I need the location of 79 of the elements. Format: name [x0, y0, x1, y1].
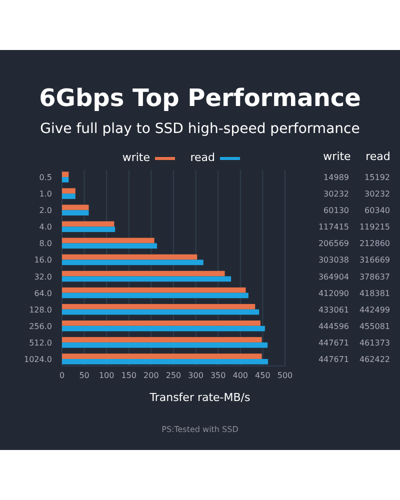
legend-label: read: [190, 151, 215, 164]
bar: [62, 226, 116, 232]
x-tick-label: 500: [277, 371, 293, 380]
bar: [62, 320, 260, 326]
text: 14989: [324, 173, 349, 182]
x-tick-label: 450: [255, 371, 270, 380]
text: 206569: [318, 239, 349, 248]
chart-subtitle: Give full play to SSD high-speed performance: [40, 121, 360, 137]
y-tick-label: 0.5: [39, 173, 52, 182]
x-tick-label: 350: [210, 371, 226, 380]
text: 447671: [318, 354, 349, 364]
y-tick-label: 1024.0: [24, 354, 52, 364]
bar: [62, 204, 89, 210]
bar: [62, 210, 89, 216]
legend-label: write: [122, 151, 150, 164]
bar: [62, 337, 262, 342]
bar: [62, 194, 76, 199]
bar: [62, 309, 260, 315]
bar: [62, 260, 204, 266]
text: 455081: [359, 322, 390, 331]
text: read: [366, 150, 390, 163]
text: 316669: [359, 256, 390, 265]
text: 303038: [318, 256, 349, 265]
x-tick-label: 150: [121, 371, 137, 380]
y-tick-label: 64.0: [34, 288, 52, 298]
bar: [62, 238, 154, 244]
x-axis-title: Transfer rate-MB/s: [148, 391, 251, 404]
text: write: [323, 150, 352, 163]
y-tick-label: 4.0: [39, 222, 52, 232]
text: 30232: [324, 190, 349, 199]
y-tick-label: 256.0: [29, 322, 52, 331]
x-tick-label: 200: [144, 371, 159, 380]
x-tick-label: 100: [98, 371, 114, 380]
bar: [62, 177, 69, 182]
text: 433061: [318, 305, 349, 314]
text: 378637: [359, 272, 390, 282]
text: PS:Tested with SSD: [162, 425, 238, 434]
bar: [62, 287, 246, 293]
bar: [62, 172, 69, 178]
text: 15192: [364, 173, 390, 182]
text: 117415: [318, 222, 349, 232]
y-tick-label: 128.0: [29, 305, 52, 314]
bar: [62, 358, 268, 364]
text: 461373: [359, 338, 390, 348]
bar: [62, 304, 256, 310]
text: 444596: [318, 322, 349, 331]
x-tick-label: 400: [232, 371, 248, 380]
x-tick-label: 50: [79, 371, 90, 380]
y-tick-label: 8.0: [39, 239, 52, 248]
bar: [62, 254, 198, 260]
x-tick-label: 0: [59, 371, 65, 380]
bar: [62, 292, 248, 298]
text: 212860: [359, 239, 390, 248]
y-tick-label: 512.0: [29, 338, 52, 348]
bar: [62, 276, 232, 282]
y-tick-label: 16.0: [34, 256, 52, 265]
text: 30232: [364, 190, 390, 199]
bar: [62, 243, 157, 249]
bar: [62, 270, 225, 276]
text: 364904: [318, 272, 349, 282]
y-tick-label: 2.0: [39, 206, 52, 216]
text: 119215: [359, 222, 390, 232]
bar: [62, 354, 262, 359]
text: 412090: [318, 288, 349, 298]
text: 442499: [359, 305, 390, 314]
bar: [62, 342, 268, 348]
chart-title: 6Gbps Top Performance: [39, 84, 361, 112]
x-tick-label: 250: [166, 371, 182, 380]
y-tick-label: 32.0: [34, 272, 52, 282]
bar: [62, 326, 265, 332]
text: 462422: [359, 354, 390, 364]
x-tick-label: 300: [188, 371, 204, 380]
text: 418381: [359, 288, 390, 298]
bar: [62, 221, 114, 227]
text: 60340: [364, 206, 390, 216]
text: 447671: [318, 338, 349, 348]
text: 60130: [324, 206, 349, 216]
y-tick-label: 1.0: [39, 190, 52, 199]
bar: [62, 188, 76, 194]
